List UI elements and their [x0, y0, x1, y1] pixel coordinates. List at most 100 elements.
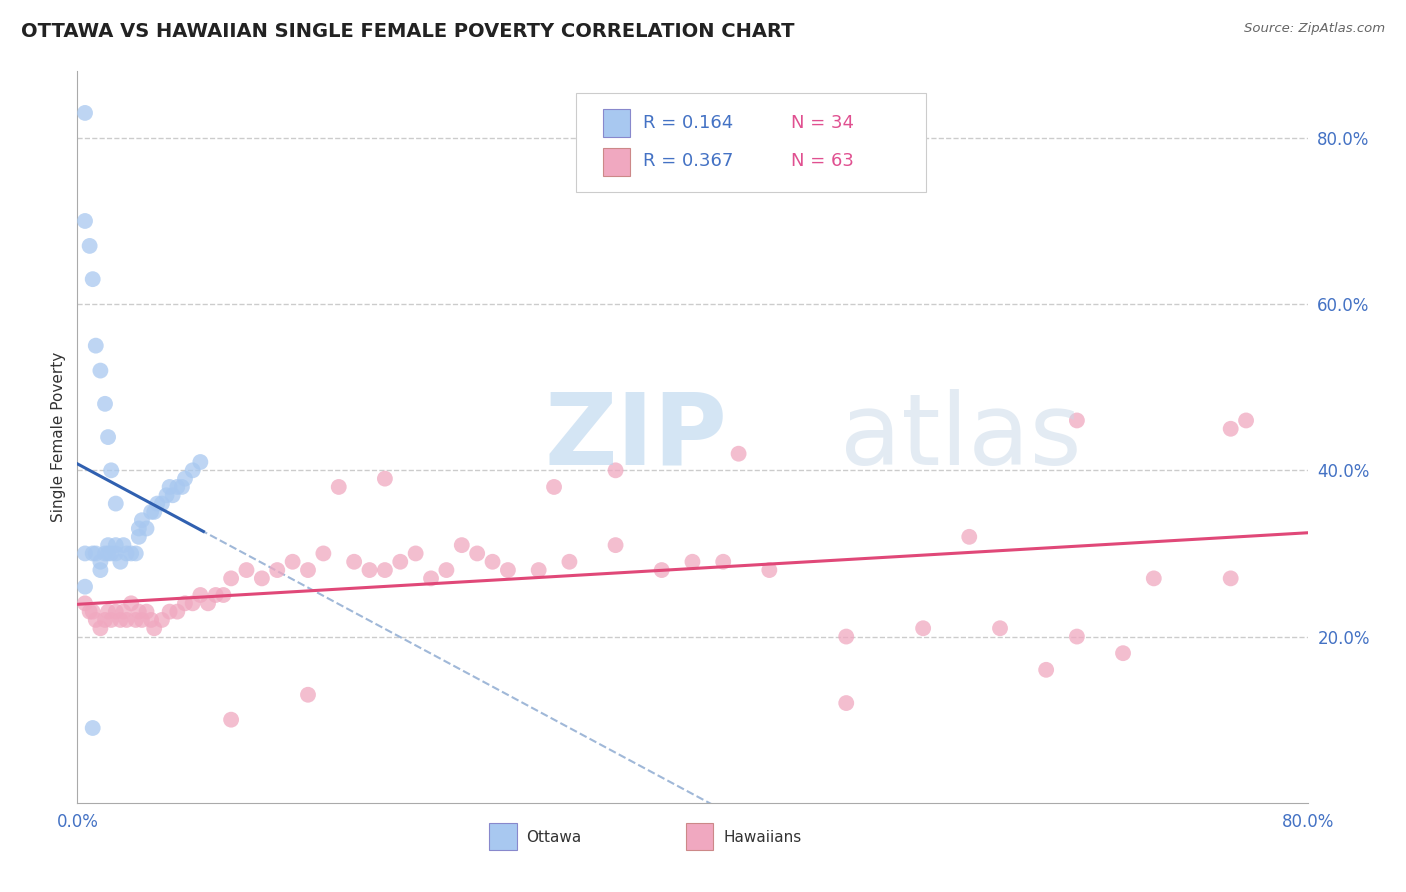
Point [82, 721, 104, 735]
Point [212, 588, 235, 602]
Point [89, 621, 111, 635]
Point [711, 555, 734, 569]
Text: Ottawa: Ottawa [526, 830, 582, 845]
Point [141, 613, 163, 627]
Point [450, 538, 472, 552]
Point [166, 605, 188, 619]
Point [94, 613, 117, 627]
Point [143, 505, 166, 519]
Point [73, 546, 96, 560]
Point [1035, 663, 1057, 677]
Point [170, 480, 193, 494]
Point [405, 546, 427, 560]
Point [682, 555, 704, 569]
Point [1219, 571, 1241, 585]
Point [250, 571, 273, 585]
Point [266, 563, 288, 577]
Point [94, 397, 117, 411]
Point [110, 555, 132, 569]
Point [605, 538, 627, 552]
Point [115, 613, 138, 627]
Point [125, 613, 148, 627]
Point [128, 605, 150, 619]
Text: R = 0.164: R = 0.164 [644, 113, 734, 131]
Point [543, 480, 565, 494]
Point [166, 480, 188, 494]
Point [112, 538, 135, 552]
Point [835, 696, 858, 710]
Point [89, 563, 111, 577]
Point [104, 497, 127, 511]
Point [104, 605, 127, 619]
Point [150, 613, 173, 627]
Point [82, 272, 104, 286]
Point [104, 538, 127, 552]
Point [188, 588, 212, 602]
FancyBboxPatch shape [603, 110, 630, 137]
Point [219, 713, 242, 727]
Point [1066, 630, 1088, 644]
Text: N = 34: N = 34 [792, 113, 853, 131]
Point [73, 596, 96, 610]
Point [94, 546, 117, 560]
Point [82, 546, 104, 560]
Point [159, 480, 181, 494]
Point [297, 688, 319, 702]
Point [527, 563, 550, 577]
Point [957, 530, 980, 544]
Point [146, 497, 169, 511]
Point [100, 463, 122, 477]
Point [159, 605, 181, 619]
Text: OTTAWA VS HAWAIIAN SINGLE FEMALE POVERTY CORRELATION CHART: OTTAWA VS HAWAIIAN SINGLE FEMALE POVERTY… [21, 22, 794, 41]
Point [235, 563, 257, 577]
Point [135, 605, 157, 619]
Point [835, 630, 858, 644]
Point [496, 563, 519, 577]
Point [84, 613, 107, 627]
Point [605, 463, 627, 477]
Point [1219, 422, 1241, 436]
Point [162, 488, 184, 502]
Point [374, 472, 396, 486]
Point [328, 480, 350, 494]
Point [651, 563, 673, 577]
Point [436, 563, 458, 577]
Point [481, 555, 503, 569]
Point [131, 613, 153, 627]
Point [79, 605, 101, 619]
Text: R = 0.367: R = 0.367 [644, 152, 734, 169]
FancyBboxPatch shape [575, 94, 927, 192]
Point [758, 563, 780, 577]
Point [97, 430, 120, 444]
Point [84, 338, 107, 352]
Point [204, 588, 226, 602]
Point [727, 447, 749, 461]
Point [343, 555, 366, 569]
Point [104, 546, 127, 560]
Point [174, 596, 197, 610]
Point [73, 580, 96, 594]
Point [389, 555, 412, 569]
Point [181, 463, 204, 477]
Y-axis label: Single Female Poverty: Single Female Poverty [51, 352, 66, 522]
Point [312, 546, 335, 560]
Point [97, 605, 120, 619]
Point [110, 613, 132, 627]
Point [89, 363, 111, 377]
Point [1066, 413, 1088, 427]
Point [420, 571, 443, 585]
Point [281, 555, 304, 569]
Point [128, 530, 150, 544]
Point [188, 455, 212, 469]
Text: ZIP: ZIP [546, 389, 728, 485]
FancyBboxPatch shape [603, 148, 630, 176]
Text: N = 63: N = 63 [792, 152, 853, 169]
Point [912, 621, 935, 635]
Point [131, 513, 153, 527]
Point [219, 571, 242, 585]
Point [97, 538, 120, 552]
Point [1143, 571, 1166, 585]
Point [174, 472, 197, 486]
FancyBboxPatch shape [686, 822, 713, 850]
Point [82, 605, 104, 619]
